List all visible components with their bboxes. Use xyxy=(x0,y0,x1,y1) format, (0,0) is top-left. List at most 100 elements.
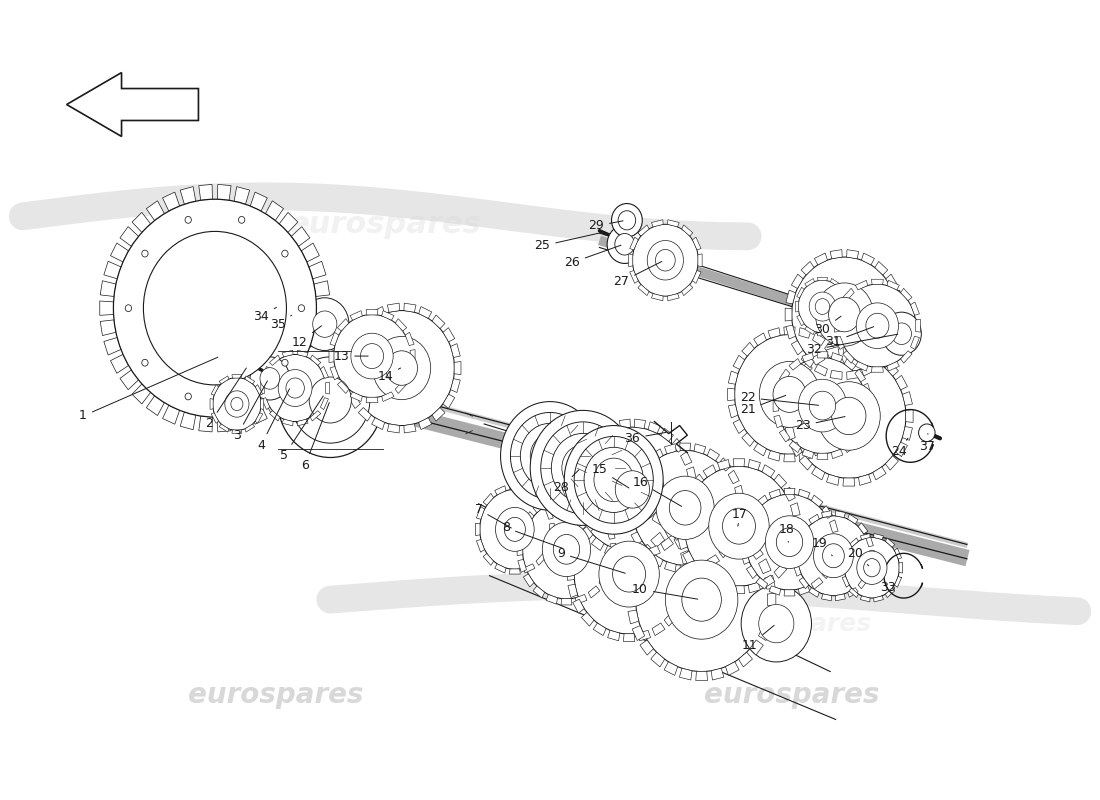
Ellipse shape xyxy=(647,241,683,280)
Polygon shape xyxy=(822,566,833,578)
Text: 3: 3 xyxy=(233,381,267,442)
Polygon shape xyxy=(292,226,310,246)
Polygon shape xyxy=(672,438,684,452)
Ellipse shape xyxy=(286,378,305,398)
Polygon shape xyxy=(292,370,310,390)
Polygon shape xyxy=(639,458,651,471)
Polygon shape xyxy=(387,424,399,433)
Polygon shape xyxy=(146,201,164,221)
Ellipse shape xyxy=(815,283,873,346)
Polygon shape xyxy=(840,315,848,326)
Ellipse shape xyxy=(212,378,261,430)
Polygon shape xyxy=(843,288,855,301)
Ellipse shape xyxy=(495,507,535,551)
Ellipse shape xyxy=(918,424,935,442)
Text: 34: 34 xyxy=(253,307,276,322)
Polygon shape xyxy=(866,565,873,576)
Ellipse shape xyxy=(143,231,286,385)
Ellipse shape xyxy=(282,359,288,366)
Polygon shape xyxy=(789,441,801,453)
Polygon shape xyxy=(873,534,883,539)
Polygon shape xyxy=(686,499,696,512)
Polygon shape xyxy=(320,398,329,410)
Polygon shape xyxy=(219,424,229,432)
Polygon shape xyxy=(784,590,795,596)
Ellipse shape xyxy=(239,393,245,400)
Ellipse shape xyxy=(562,445,604,491)
Polygon shape xyxy=(848,514,858,524)
Polygon shape xyxy=(103,338,121,355)
Ellipse shape xyxy=(615,470,649,508)
Text: 14: 14 xyxy=(377,368,400,382)
Polygon shape xyxy=(866,535,873,546)
Ellipse shape xyxy=(185,393,191,400)
Ellipse shape xyxy=(231,398,243,410)
Polygon shape xyxy=(681,584,691,598)
Polygon shape xyxy=(674,599,685,613)
Polygon shape xyxy=(546,539,553,552)
Ellipse shape xyxy=(290,357,370,443)
Polygon shape xyxy=(680,668,692,680)
Polygon shape xyxy=(638,630,650,641)
Polygon shape xyxy=(524,574,534,587)
Polygon shape xyxy=(791,341,803,355)
Polygon shape xyxy=(664,662,678,675)
Ellipse shape xyxy=(520,423,580,489)
Polygon shape xyxy=(518,559,527,572)
Polygon shape xyxy=(872,467,887,480)
Polygon shape xyxy=(835,355,846,370)
Polygon shape xyxy=(832,450,843,458)
Polygon shape xyxy=(629,237,638,250)
Polygon shape xyxy=(733,419,745,434)
Ellipse shape xyxy=(632,224,698,296)
Polygon shape xyxy=(310,355,321,366)
Ellipse shape xyxy=(298,305,305,311)
Polygon shape xyxy=(661,428,673,442)
Polygon shape xyxy=(812,352,825,365)
Polygon shape xyxy=(517,543,522,555)
Polygon shape xyxy=(826,474,839,486)
Polygon shape xyxy=(163,406,179,424)
Polygon shape xyxy=(785,290,795,304)
Polygon shape xyxy=(405,332,414,346)
Polygon shape xyxy=(619,419,630,429)
Polygon shape xyxy=(262,398,270,410)
Polygon shape xyxy=(651,449,663,461)
Polygon shape xyxy=(817,278,827,281)
Polygon shape xyxy=(581,438,593,452)
Polygon shape xyxy=(886,362,899,376)
Polygon shape xyxy=(860,534,870,539)
Polygon shape xyxy=(801,354,814,368)
Polygon shape xyxy=(800,362,812,376)
Polygon shape xyxy=(817,454,828,459)
Polygon shape xyxy=(759,626,771,641)
Polygon shape xyxy=(799,489,810,498)
Text: 23: 23 xyxy=(795,417,845,432)
Polygon shape xyxy=(694,562,706,572)
Ellipse shape xyxy=(480,490,550,570)
Polygon shape xyxy=(678,502,688,516)
Polygon shape xyxy=(799,586,810,595)
Ellipse shape xyxy=(892,323,912,345)
Ellipse shape xyxy=(666,560,738,639)
Polygon shape xyxy=(842,371,850,384)
Polygon shape xyxy=(769,586,781,595)
Polygon shape xyxy=(588,586,600,598)
Polygon shape xyxy=(593,623,606,635)
Polygon shape xyxy=(509,485,520,490)
Polygon shape xyxy=(635,550,646,560)
Polygon shape xyxy=(568,584,578,598)
Polygon shape xyxy=(419,306,431,318)
Polygon shape xyxy=(619,550,630,560)
Polygon shape xyxy=(100,301,113,315)
Polygon shape xyxy=(651,532,664,547)
Ellipse shape xyxy=(282,250,288,257)
Polygon shape xyxy=(779,369,790,382)
Polygon shape xyxy=(847,250,859,258)
Polygon shape xyxy=(697,254,702,266)
Text: eurospares: eurospares xyxy=(713,612,871,636)
Polygon shape xyxy=(791,536,800,550)
Polygon shape xyxy=(648,422,660,434)
Polygon shape xyxy=(741,342,755,356)
Polygon shape xyxy=(651,554,663,567)
